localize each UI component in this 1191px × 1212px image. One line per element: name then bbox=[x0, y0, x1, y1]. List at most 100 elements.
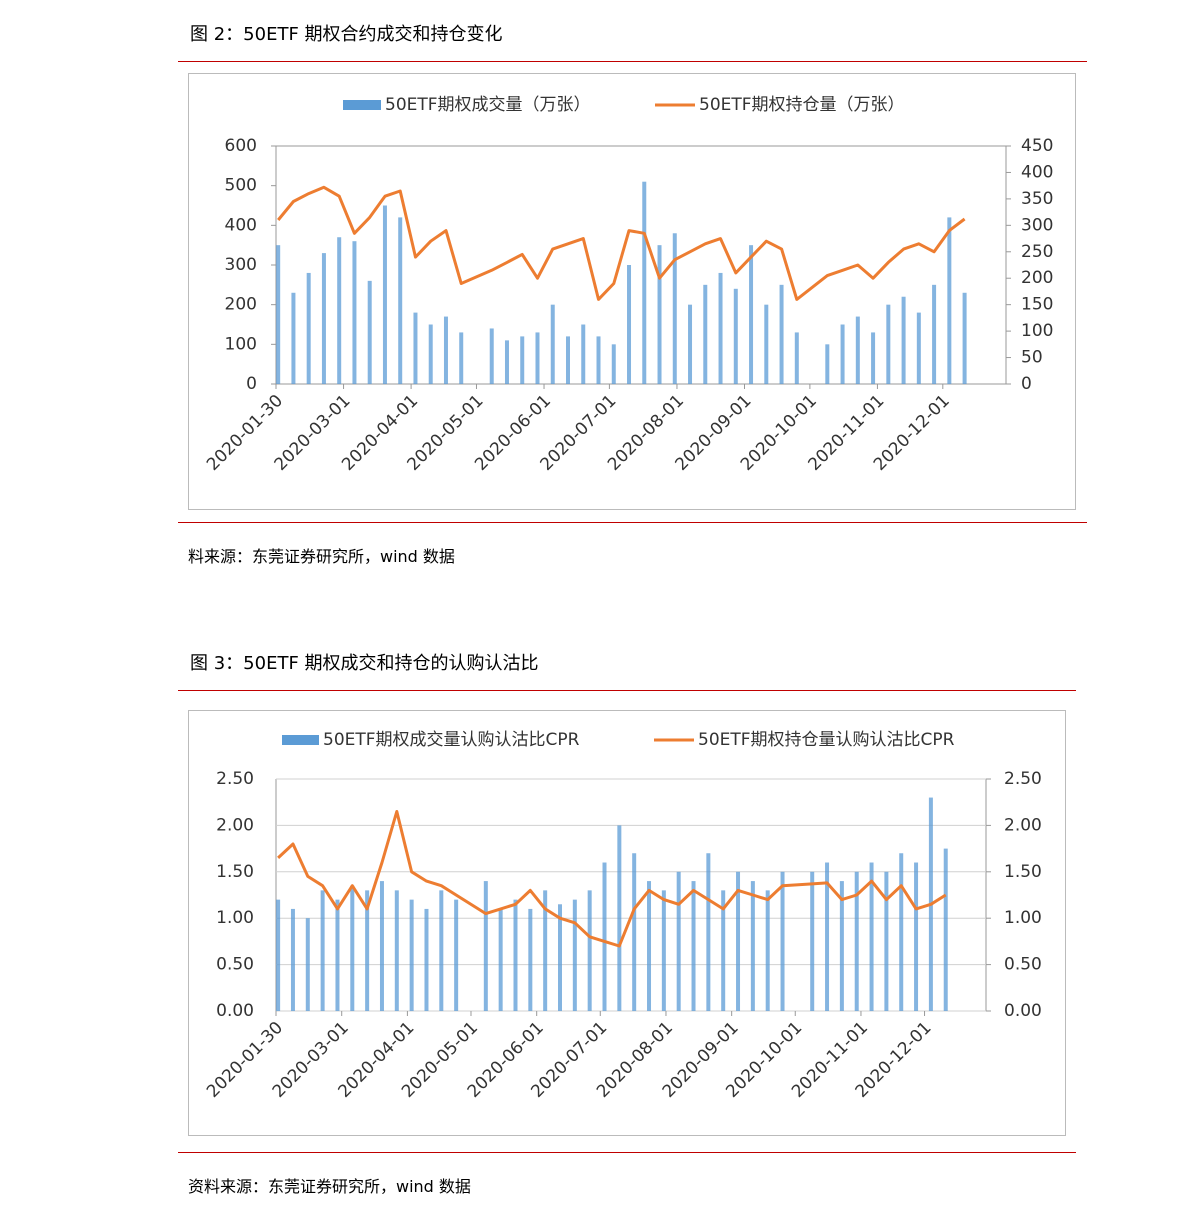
bar bbox=[947, 217, 952, 384]
y2-tick-label: 350 bbox=[1021, 189, 1053, 209]
bar bbox=[764, 304, 769, 384]
y-tick-label: 600 bbox=[225, 136, 257, 156]
bar bbox=[596, 336, 601, 384]
bar bbox=[688, 304, 693, 384]
bar bbox=[291, 292, 296, 384]
bar bbox=[632, 853, 637, 1011]
y2-tick-label: 1.50 bbox=[1004, 862, 1042, 882]
bar bbox=[884, 871, 889, 1011]
bar bbox=[520, 336, 525, 384]
bar bbox=[657, 245, 662, 384]
bar bbox=[424, 908, 429, 1011]
legend-label: 50ETF期权成交量认购认沽比CPR bbox=[323, 730, 580, 750]
y2-tick-label: 300 bbox=[1021, 215, 1053, 235]
y-tick-label: 300 bbox=[225, 255, 257, 275]
bar bbox=[320, 890, 325, 1011]
bar bbox=[703, 284, 708, 384]
chart: 0.00 0.50 1.00 1.50 2.00 2.50 0.00 0.50 1.00 1.50… bbox=[188, 710, 1066, 1136]
bar bbox=[483, 881, 488, 1011]
bar bbox=[749, 245, 754, 384]
bar bbox=[350, 885, 355, 1011]
bar bbox=[409, 899, 414, 1011]
bar bbox=[459, 332, 464, 384]
rule bbox=[178, 690, 1076, 691]
bar bbox=[528, 908, 533, 1011]
bar bbox=[869, 862, 874, 1011]
bar bbox=[840, 324, 845, 384]
bar bbox=[566, 336, 570, 384]
y2-tick-label: 50 bbox=[1021, 348, 1043, 368]
bar bbox=[504, 340, 509, 384]
y2-tick-label: 2.50 bbox=[1004, 769, 1042, 789]
bar bbox=[706, 853, 711, 1011]
bar bbox=[733, 288, 738, 384]
bar bbox=[627, 265, 632, 384]
y2-tick-label: 450 bbox=[1021, 136, 1053, 156]
bar bbox=[335, 899, 340, 1011]
bar bbox=[498, 908, 503, 1011]
bar bbox=[306, 272, 311, 384]
y2-tick-label: 2.00 bbox=[1004, 815, 1042, 835]
legend-label: 50ETF期权持仓量认购认沽比CPR bbox=[698, 730, 955, 750]
bar bbox=[489, 328, 494, 384]
bar bbox=[398, 217, 403, 384]
y-tick-label: 2.50 bbox=[216, 769, 254, 789]
bar bbox=[550, 304, 555, 384]
bar bbox=[305, 918, 310, 1011]
source: 料来源：东莞证券研究所，wind 数据 bbox=[188, 547, 455, 566]
legend-label: 50ETF期权持仓量（万张） bbox=[699, 95, 905, 115]
bar bbox=[886, 304, 891, 384]
bar bbox=[352, 241, 357, 384]
bar bbox=[962, 292, 967, 384]
y-tick-label: 1.50 bbox=[216, 862, 254, 882]
bar bbox=[513, 899, 518, 1011]
y-tick-label: 100 bbox=[225, 334, 257, 354]
y2-tick-label: 150 bbox=[1021, 295, 1053, 315]
bar bbox=[794, 332, 799, 384]
bar bbox=[765, 890, 770, 1011]
y2-tick-label: 0.50 bbox=[1004, 955, 1042, 975]
y-tick-label: 0.00 bbox=[216, 1001, 254, 1021]
bar bbox=[932, 284, 937, 384]
bar bbox=[611, 344, 616, 384]
bar bbox=[367, 280, 372, 384]
rule bbox=[178, 61, 1087, 62]
bar bbox=[543, 890, 548, 1011]
bar bbox=[647, 881, 652, 1011]
bar bbox=[750, 881, 755, 1011]
y-tick-label: 400 bbox=[225, 215, 257, 235]
bar bbox=[721, 890, 726, 1011]
bar bbox=[321, 253, 326, 384]
y-tick-label: 2.00 bbox=[216, 815, 254, 835]
y2-tick-label: 100 bbox=[1021, 321, 1053, 341]
bar bbox=[428, 324, 433, 384]
bar bbox=[572, 899, 577, 1011]
bar bbox=[276, 899, 281, 1011]
bar bbox=[413, 312, 418, 384]
bar bbox=[943, 848, 948, 1011]
bar bbox=[535, 332, 540, 384]
bar bbox=[394, 890, 399, 1011]
bar bbox=[382, 205, 387, 384]
bar bbox=[899, 853, 904, 1011]
bar bbox=[839, 881, 844, 1011]
bar bbox=[454, 899, 459, 1011]
bar bbox=[914, 862, 919, 1011]
figure-title: 图 2：50ETF 期权合约成交和持仓变化 bbox=[190, 24, 503, 45]
y2-tick-label: 0 bbox=[1021, 374, 1032, 394]
bar bbox=[661, 890, 666, 1011]
bar bbox=[617, 825, 622, 1011]
bar bbox=[337, 237, 342, 384]
bar bbox=[736, 871, 741, 1011]
bar bbox=[854, 871, 859, 1011]
rule bbox=[178, 1152, 1076, 1153]
bar bbox=[276, 245, 281, 384]
y-tick-label: 0.50 bbox=[216, 955, 254, 975]
bar bbox=[581, 324, 586, 384]
line bbox=[277, 810, 947, 948]
chart: 0 100 200 300 400 500 600 0 50 100 150 200 250 300 350… bbox=[188, 73, 1076, 510]
bar bbox=[901, 296, 906, 384]
bar bbox=[825, 344, 830, 384]
bar bbox=[780, 871, 785, 1011]
